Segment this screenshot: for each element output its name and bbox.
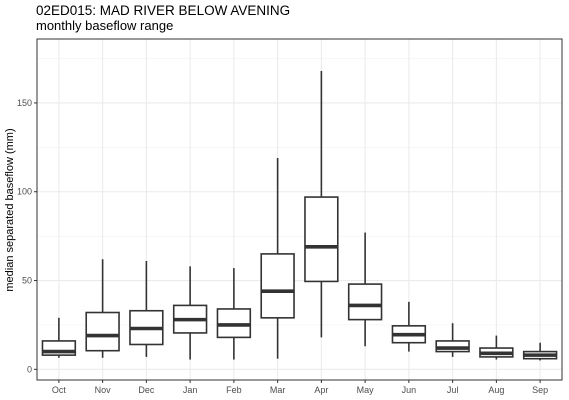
y-tick-label: 0 [27, 364, 32, 374]
y-tick-label: 100 [17, 187, 32, 197]
x-tick-label: Feb [226, 385, 242, 395]
box-sep [522, 342, 558, 361]
chart-subtitle: monthly baseflow range [36, 18, 173, 33]
x-tick-label: Dec [138, 385, 155, 395]
box-iqr [304, 196, 339, 283]
plot-panel [36, 38, 563, 381]
box-mar [260, 157, 295, 359]
plot-panel-border [36, 38, 563, 381]
box-jun [391, 301, 427, 352]
x-tick-label: Nov [95, 385, 112, 395]
box-apr [304, 70, 339, 338]
box-aug [479, 335, 514, 360]
x-tick-label: Apr [314, 385, 328, 395]
x-tick-label: Mar [270, 385, 286, 395]
box-may [347, 232, 383, 347]
x-tick-label: Aug [488, 385, 504, 395]
box-iqr [260, 253, 295, 319]
chart-title: 02ED015: MAD RIVER BELOW AVENING [36, 3, 290, 18]
box-dec [129, 261, 164, 357]
grid-minor [37, 58, 562, 326]
y-axis-title: median separated baseflow (mm) [4, 128, 16, 291]
box-oct [41, 317, 77, 358]
grid-major [37, 39, 562, 380]
x-tick-label: Jan [183, 385, 198, 395]
y-tick-label: 50 [22, 276, 32, 286]
x-tick-label: Oct [52, 385, 67, 395]
y-tick-label: 150 [17, 98, 32, 108]
x-tick-label: Jun [402, 385, 417, 395]
x-tick-label: Jul [447, 385, 459, 395]
x-axis: Oct Nov Dec Jan Feb Mar Apr May Jun Jul Aug Sep [52, 380, 548, 395]
x-tick-label: Sep [532, 385, 548, 395]
box-iqr [85, 311, 120, 352]
box-jul [435, 323, 470, 357]
box-feb [216, 268, 252, 360]
box-jan [172, 266, 208, 360]
x-tick-label: May [357, 385, 375, 395]
box-nov [85, 259, 120, 358]
boxes [41, 70, 558, 361]
y-axis: 0 50 100 150 [17, 98, 37, 374]
box-iqr [347, 283, 383, 321]
